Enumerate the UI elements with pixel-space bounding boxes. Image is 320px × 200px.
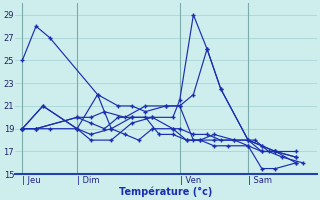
X-axis label: Température (°c): Température (°c) xyxy=(119,186,213,197)
